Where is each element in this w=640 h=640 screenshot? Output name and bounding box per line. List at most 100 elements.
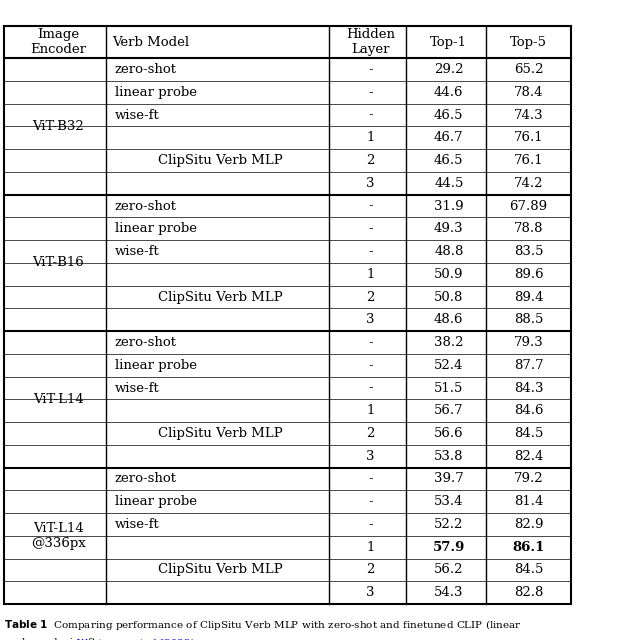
Text: 48.8: 48.8 xyxy=(434,245,463,258)
Text: ClipSitu Verb MLP: ClipSitu Verb MLP xyxy=(158,427,283,440)
Text: ViT-L14: ViT-L14 xyxy=(33,393,83,406)
Text: 76.1: 76.1 xyxy=(514,154,543,167)
Text: 44.6: 44.6 xyxy=(434,86,463,99)
Text: 48.6: 48.6 xyxy=(434,314,463,326)
Text: 46.5: 46.5 xyxy=(434,154,463,167)
Text: Wortsman et al (2022): Wortsman et al (2022) xyxy=(77,638,195,640)
Text: 53.4: 53.4 xyxy=(434,495,463,508)
Text: 1: 1 xyxy=(367,268,375,281)
Text: linear probe: linear probe xyxy=(115,359,196,372)
Text: 82.9: 82.9 xyxy=(514,518,543,531)
Text: 88.5: 88.5 xyxy=(514,314,543,326)
Text: 76.1: 76.1 xyxy=(514,131,543,145)
Text: 2: 2 xyxy=(367,291,375,303)
Text: wise-ft: wise-ft xyxy=(115,518,159,531)
Text: 89.6: 89.6 xyxy=(514,268,543,281)
Text: 89.4: 89.4 xyxy=(514,291,543,303)
Text: 46.7: 46.7 xyxy=(434,131,463,145)
Text: 51.5: 51.5 xyxy=(434,381,463,394)
Text: 39.7: 39.7 xyxy=(434,472,463,486)
Text: ViT-L14
@336px: ViT-L14 @336px xyxy=(31,522,86,550)
Text: 56.6: 56.6 xyxy=(434,427,463,440)
Text: 46.5: 46.5 xyxy=(434,109,463,122)
Text: -: - xyxy=(369,245,373,258)
Text: wise-ft: wise-ft xyxy=(115,109,159,122)
Text: 56.2: 56.2 xyxy=(434,563,463,577)
Text: -: - xyxy=(369,86,373,99)
Text: linear probe: linear probe xyxy=(115,222,196,236)
Text: 2: 2 xyxy=(367,563,375,577)
Text: -: - xyxy=(369,518,373,531)
Text: 44.5: 44.5 xyxy=(434,177,463,190)
Text: ClipSitu Verb MLP: ClipSitu Verb MLP xyxy=(158,154,283,167)
Text: -: - xyxy=(369,109,373,122)
Text: ClipSitu Verb MLP: ClipSitu Verb MLP xyxy=(158,563,283,577)
Text: 84.5: 84.5 xyxy=(514,427,543,440)
Text: 3: 3 xyxy=(366,314,375,326)
Text: 2: 2 xyxy=(367,154,375,167)
Text: 52.4: 52.4 xyxy=(434,359,463,372)
Text: 3: 3 xyxy=(366,177,375,190)
Text: ViT-B32: ViT-B32 xyxy=(32,120,84,133)
Text: ).: ). xyxy=(159,638,167,640)
Text: 79.3: 79.3 xyxy=(513,336,543,349)
Text: -: - xyxy=(369,63,373,76)
Text: 2: 2 xyxy=(367,427,375,440)
Text: 74.3: 74.3 xyxy=(514,109,543,122)
Text: Top-1: Top-1 xyxy=(430,35,467,49)
Text: zero-shot: zero-shot xyxy=(115,336,177,349)
Text: Hidden
Layer: Hidden Layer xyxy=(346,28,395,56)
Text: 52.2: 52.2 xyxy=(434,518,463,531)
Text: ViT-B16: ViT-B16 xyxy=(32,257,84,269)
Text: zero-shot: zero-shot xyxy=(115,63,177,76)
Text: 56.7: 56.7 xyxy=(434,404,463,417)
Text: 57.9: 57.9 xyxy=(433,541,465,554)
Text: 78.4: 78.4 xyxy=(514,86,543,99)
Text: 86.1: 86.1 xyxy=(512,541,545,554)
Text: ClipSitu Verb MLP: ClipSitu Verb MLP xyxy=(158,291,283,303)
Text: Top-5: Top-5 xyxy=(510,35,547,49)
Text: 82.4: 82.4 xyxy=(514,450,543,463)
Text: 67.89: 67.89 xyxy=(509,200,547,212)
Text: 81.4: 81.4 xyxy=(514,495,543,508)
Text: 84.3: 84.3 xyxy=(514,381,543,394)
Text: 29.2: 29.2 xyxy=(434,63,463,76)
Text: Image
Encoder: Image Encoder xyxy=(30,28,86,56)
Text: 31.9: 31.9 xyxy=(434,200,463,212)
Text: -: - xyxy=(369,336,373,349)
Text: 78.8: 78.8 xyxy=(514,222,543,236)
Text: 83.5: 83.5 xyxy=(514,245,543,258)
Text: Verb Model: Verb Model xyxy=(112,35,189,49)
Text: 84.6: 84.6 xyxy=(514,404,543,417)
Text: 74.2: 74.2 xyxy=(514,177,543,190)
Text: -: - xyxy=(369,472,373,486)
Text: 3: 3 xyxy=(366,450,375,463)
Text: -: - xyxy=(369,359,373,372)
Text: probe and wise-ft: probe and wise-ft xyxy=(4,638,100,640)
Text: zero-shot: zero-shot xyxy=(115,200,177,212)
Text: 38.2: 38.2 xyxy=(434,336,463,349)
Text: -: - xyxy=(369,222,373,236)
Text: 49.3: 49.3 xyxy=(434,222,463,236)
Text: 84.5: 84.5 xyxy=(514,563,543,577)
Text: -: - xyxy=(369,495,373,508)
Text: 54.3: 54.3 xyxy=(434,586,463,599)
Text: 87.7: 87.7 xyxy=(514,359,543,372)
Text: 3: 3 xyxy=(366,586,375,599)
Text: zero-shot: zero-shot xyxy=(115,472,177,486)
Text: wise-ft: wise-ft xyxy=(115,381,159,394)
Text: 65.2: 65.2 xyxy=(514,63,543,76)
Text: -: - xyxy=(369,381,373,394)
Text: 53.8: 53.8 xyxy=(434,450,463,463)
Text: 1: 1 xyxy=(367,541,375,554)
Text: linear probe: linear probe xyxy=(115,495,196,508)
Text: 1: 1 xyxy=(367,404,375,417)
Text: 50.8: 50.8 xyxy=(434,291,463,303)
Text: -: - xyxy=(369,200,373,212)
Text: linear probe: linear probe xyxy=(115,86,196,99)
Text: 79.2: 79.2 xyxy=(514,472,543,486)
Text: 50.9: 50.9 xyxy=(434,268,463,281)
Text: $\bf{Table\ 1}$  Comparing performance of ClipSitu Verb MLP with zero-shot and f: $\bf{Table\ 1}$ Comparing performance of… xyxy=(4,618,522,632)
Text: wise-ft: wise-ft xyxy=(115,245,159,258)
Text: 82.8: 82.8 xyxy=(514,586,543,599)
